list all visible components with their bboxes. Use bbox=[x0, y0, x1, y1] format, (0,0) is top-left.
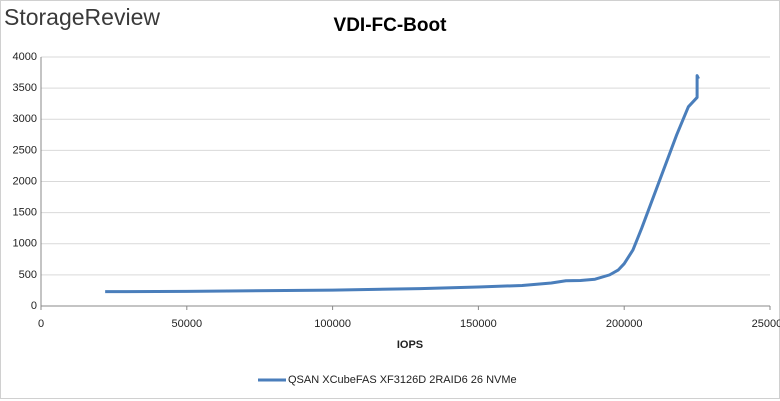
y-tick-label: 1000 bbox=[13, 238, 37, 250]
x-tick-label: 200000 bbox=[606, 318, 643, 330]
y-tick-label: 3500 bbox=[13, 82, 37, 94]
legend-label: QSAN XCubeFAS XF3126D 2RAID6 26 NVMe bbox=[288, 374, 517, 386]
x-tick-label: 150000 bbox=[460, 318, 497, 330]
y-tick-label: 2000 bbox=[13, 175, 37, 187]
x-tick-label: 100000 bbox=[314, 318, 351, 330]
x-tick-label: 50000 bbox=[172, 318, 203, 330]
x-tick-label: 0 bbox=[38, 318, 44, 330]
series-line bbox=[105, 74, 700, 294]
y-tick-label: 3000 bbox=[13, 113, 37, 125]
y-tick-label: 0 bbox=[31, 300, 37, 312]
y-tick-label: 500 bbox=[19, 269, 37, 281]
logo: StorageReview bbox=[4, 4, 160, 30]
chart-title: VDI-FC-Boot bbox=[334, 15, 448, 36]
x-tick-label: 250000 bbox=[752, 318, 780, 330]
x-axis-label: IOPS bbox=[397, 339, 423, 351]
y-tick-label: 2500 bbox=[13, 144, 37, 156]
y-tick-label: 4000 bbox=[13, 51, 37, 63]
y-tick-label: 1500 bbox=[13, 207, 37, 219]
